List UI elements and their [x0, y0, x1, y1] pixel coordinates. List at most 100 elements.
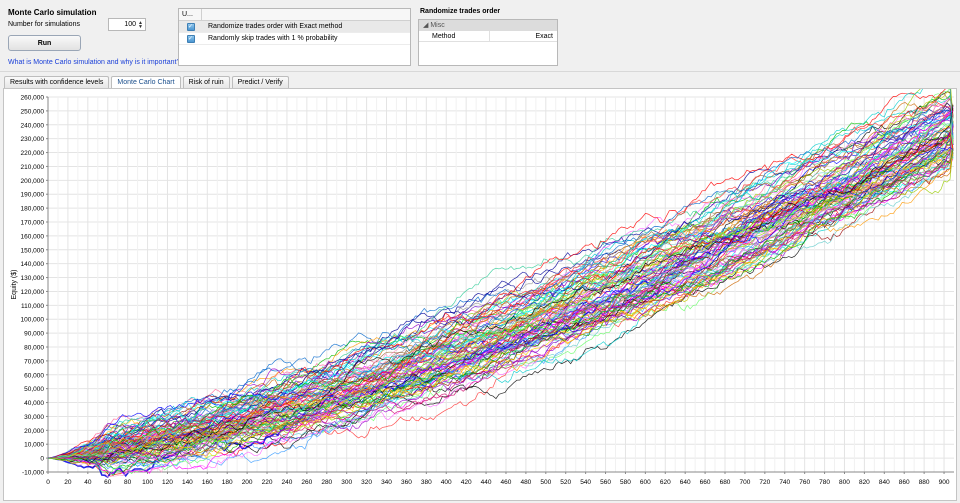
options-header-use[interactable]: U...: [179, 9, 202, 20]
spinner-arrows-icon[interactable]: ▲ ▼: [138, 19, 143, 30]
x-tick-label: 560: [600, 479, 611, 486]
x-tick-label: 520: [560, 479, 571, 486]
monte-carlo-title: Monte Carlo simulation: [8, 8, 97, 17]
tab-predict-verify[interactable]: Predict / Verify: [231, 76, 289, 88]
x-tick-label: 140: [182, 479, 193, 486]
equity-series-line: [47, 139, 954, 459]
num-simulations-spinner[interactable]: 100 ▲ ▼: [108, 18, 146, 31]
y-tick-label: 50,000: [24, 386, 44, 393]
equity-series-line: [47, 110, 954, 474]
run-button[interactable]: Run: [8, 35, 81, 51]
x-tick-label: 480: [520, 479, 531, 486]
x-tick-label: 160: [202, 479, 213, 486]
misc-category-label: Misc: [430, 22, 445, 29]
equity-series-line: [47, 113, 954, 461]
equity-series-line: [47, 114, 954, 459]
randomize-title: Randomize trades order: [420, 8, 501, 15]
y-tick-label: 250,000: [21, 108, 45, 115]
tab-bar: Results with confidence levels Monte Car…: [4, 76, 291, 88]
equity-series-line: [47, 150, 954, 460]
x-tick-label: 600: [640, 479, 651, 486]
equity-series-line: [47, 110, 954, 459]
x-tick-label: 620: [660, 479, 671, 486]
y-tick-label: 210,000: [21, 164, 45, 171]
checkbox-skip[interactable]: ✓: [186, 34, 195, 43]
collapse-icon[interactable]: ◢: [423, 22, 429, 29]
equity-series-line: [47, 136, 954, 459]
y-tick-label: 140,000: [21, 261, 45, 268]
equity-series-line: [47, 89, 954, 459]
x-tick-label: 380: [421, 479, 432, 486]
equity-series-line: [47, 114, 954, 466]
top-panel: Monte Carlo simulation Number for simula…: [0, 0, 960, 72]
y-tick-label: 120,000: [21, 289, 45, 296]
x-tick-label: 880: [919, 479, 930, 486]
x-tick-label: 180: [222, 479, 233, 486]
equity-series-line: [48, 133, 954, 467]
y-tick-label: 240,000: [21, 122, 45, 129]
y-tick-label: 170,000: [21, 220, 45, 227]
equity-series-line: [47, 89, 954, 459]
x-tick-label: 700: [739, 479, 750, 486]
x-tick-label: 280: [321, 479, 332, 486]
x-tick-label: 540: [580, 479, 591, 486]
y-tick-label: 200,000: [21, 178, 45, 185]
option-row-randomize[interactable]: ✓ Randomize trades order with Exact meth…: [179, 21, 410, 33]
equity-series-line: [47, 100, 954, 460]
tab-results[interactable]: Results with confidence levels: [4, 76, 110, 88]
equity-series-line: [47, 105, 954, 459]
equity-series-line: [48, 155, 954, 466]
y-tick-label: 70,000: [24, 358, 44, 365]
equity-series-line: [47, 142, 954, 459]
misc-category-row[interactable]: ◢ Misc: [419, 20, 557, 31]
x-tick-label: 360: [401, 479, 412, 486]
y-tick-label: 150,000: [21, 247, 45, 254]
x-tick-label: 0: [46, 479, 50, 486]
x-tick-label: 580: [620, 479, 631, 486]
x-tick-label: 60: [104, 479, 112, 486]
equity-series-line: [47, 135, 954, 463]
y-tick-label: 10,000: [24, 442, 44, 449]
equity-series-line: [48, 115, 954, 463]
equity-series-line: [47, 159, 954, 459]
y-tick-label: 100,000: [21, 317, 45, 324]
x-tick-label: 80: [124, 479, 132, 486]
help-link[interactable]: What is Monte Carlo simulation and why i…: [8, 59, 181, 66]
equity-series-line: [47, 123, 954, 460]
y-axis-label: Equity ($): [11, 270, 18, 300]
x-tick-label: 300: [341, 479, 352, 486]
y-tick-label: 60,000: [24, 372, 44, 379]
equity-series-line: [48, 91, 954, 466]
x-tick-label: 860: [899, 479, 910, 486]
y-tick-label: 230,000: [21, 136, 45, 143]
equity-series-line: [47, 148, 954, 464]
chart-frame: -10,000 0 10,000 20,000 30,000 40,000 50,000 60…: [3, 88, 957, 501]
y-tick-label: 180,000: [21, 206, 45, 213]
equity-series-line: [47, 148, 954, 460]
x-tick-label: 220: [262, 479, 273, 486]
x-tick-label: 680: [720, 479, 731, 486]
x-tick-label: 900: [939, 479, 950, 486]
tab-risk-of-ruin[interactable]: Risk of ruin: [182, 76, 230, 88]
y-tick-label: 190,000: [21, 192, 45, 199]
equity-series-line: [47, 152, 954, 460]
equity-series-line: [48, 105, 954, 462]
method-property-value[interactable]: Exact: [535, 33, 553, 40]
monte-carlo-chart: -10,000010,00020,00030,00040,00050,00060…: [11, 89, 954, 486]
tab-monte-carlo-chart[interactable]: Monte Carlo Chart: [111, 76, 181, 88]
y-tick-label: -10,000: [22, 470, 44, 477]
x-tick-label: 760: [799, 479, 810, 486]
y-tick-label: 40,000: [24, 400, 44, 407]
x-tick-label: 640: [680, 479, 691, 486]
y-tick-label: 80,000: [24, 345, 44, 352]
option-row-skip[interactable]: ✓ Randomly skip trades with 1 % probabil…: [179, 33, 410, 45]
y-tick-label: 110,000: [21, 303, 44, 310]
y-tick-label: 90,000: [24, 331, 44, 338]
option-label-skip: Randomly skip trades with 1 % probabilit…: [208, 35, 338, 42]
equity-series-line: [47, 129, 954, 459]
x-tick-label: 820: [859, 479, 870, 486]
method-property-row[interactable]: Method Exact: [419, 31, 557, 42]
equity-series-line: [47, 146, 954, 459]
y-tick-label: 0: [40, 456, 44, 463]
checkbox-randomize[interactable]: ✓: [186, 22, 195, 31]
